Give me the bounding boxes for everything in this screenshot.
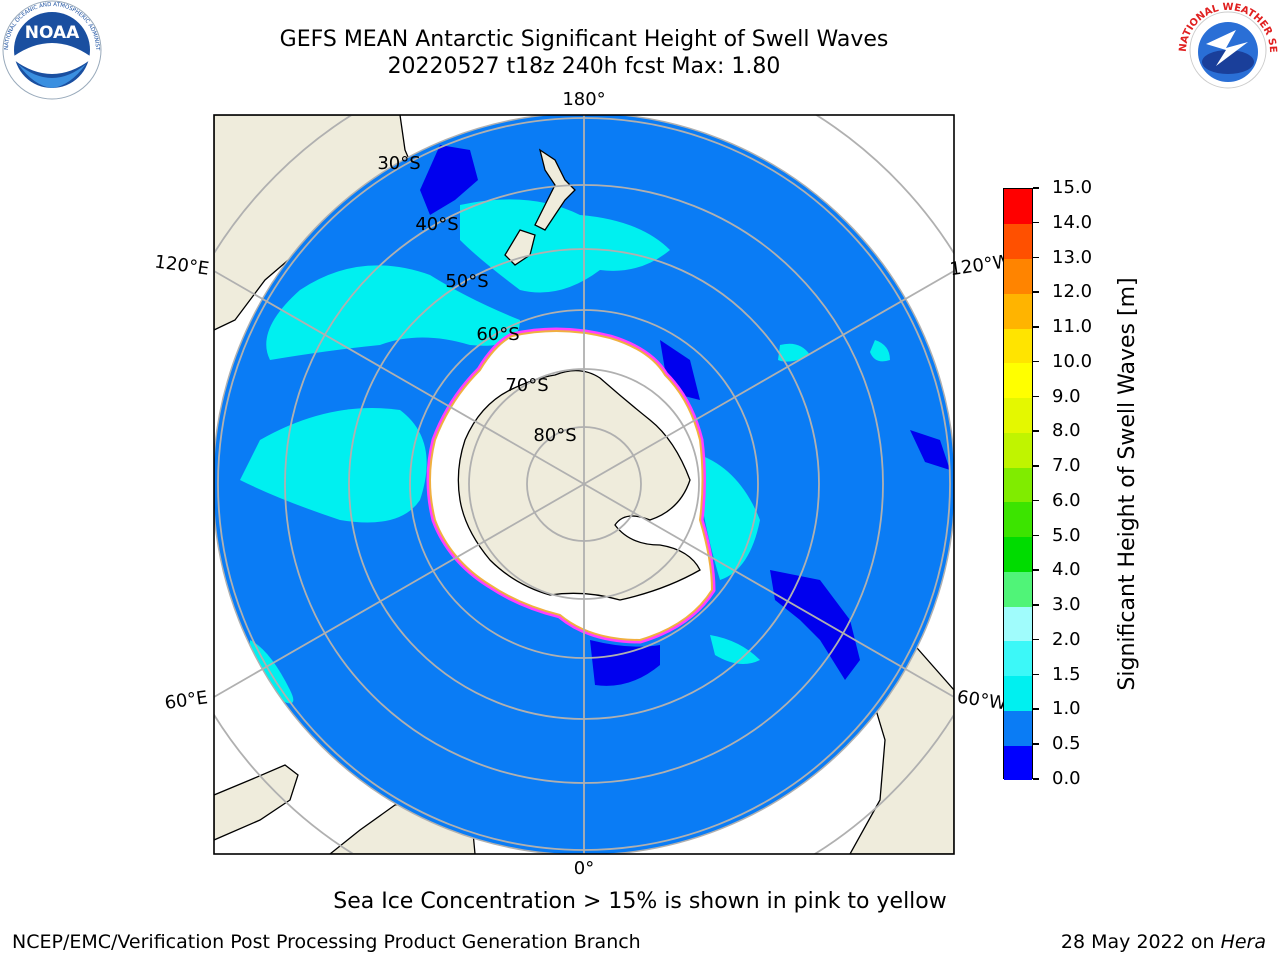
- lat-label-40s: 40°S: [415, 214, 458, 235]
- colorbar-tick-label: 13.0: [1033, 247, 1092, 268]
- colorbar-tick-label: 12.0: [1033, 282, 1092, 302]
- colorbar-segment: [1004, 640, 1032, 677]
- colorbar-tick-label: 8.0: [1033, 421, 1081, 441]
- lon-label-60w: 60°W: [956, 687, 1008, 715]
- nws-logo: NATIONAL WEATHER SERVICE: [1176, 0, 1278, 97]
- graticule: [214, 115, 954, 854]
- noaa-logo-text: NOAA: [25, 23, 80, 43]
- colorbar-tick-label: 4.0: [1033, 560, 1081, 580]
- lat-label-60s: 60°S: [476, 324, 519, 345]
- colorbar-tick-label: 7.0: [1033, 456, 1081, 476]
- lon-label-60e: 60°E: [163, 687, 209, 714]
- colorbar-segment: [1004, 293, 1032, 329]
- footer-date: 28 May 2022 on Hera: [1061, 931, 1266, 953]
- colorbar-segment: [1004, 189, 1032, 225]
- colorbar-tick-label: 10.0: [1033, 351, 1092, 372]
- colorbar-tick-label: 0.5: [1033, 734, 1081, 754]
- colorbar-segment: [1004, 328, 1032, 364]
- antarctica-land: [457, 370, 701, 601]
- chart-subtitle: 20220527 t18z 240h fcst Max: 1.80: [387, 54, 781, 79]
- lon-label-0: 0°: [574, 858, 594, 879]
- lat-label-80s: 80°S: [533, 425, 576, 446]
- colorbar-tick-label: 3.0: [1033, 595, 1081, 615]
- colorbar-segment: [1004, 501, 1032, 538]
- chart-title: GEFS MEAN Antarctic Significant Height o…: [279, 27, 889, 52]
- colorbar-segment: [1004, 223, 1032, 259]
- lon-label-120e: 120°E: [153, 251, 210, 279]
- colorbar-tick-label: 1.0: [1033, 699, 1081, 719]
- colorbar-segment: [1004, 258, 1032, 294]
- colorbar-label: Significant Height of Swell Waves [m]: [1115, 277, 1140, 691]
- colorbar-tick-label: 15.0: [1033, 178, 1092, 198]
- new-zealand: [504, 148, 576, 266]
- colorbar: [1003, 188, 1033, 781]
- colorbar-segment: [1004, 362, 1032, 399]
- colorbar-segment: [1004, 675, 1032, 711]
- map-frame: [213, 114, 955, 855]
- colorbar-segment: [1004, 432, 1032, 468]
- colorbar-tick-label: 1.5: [1033, 664, 1081, 685]
- colorbar-segment: [1004, 571, 1032, 607]
- colorbar-tick-label: 14.0: [1033, 212, 1092, 233]
- colorbar-segment: [1004, 536, 1032, 572]
- colorbar-tick-label: 0.0: [1033, 769, 1081, 789]
- footer-date-text: 28 May 2022 on: [1060, 931, 1221, 953]
- colorbar-tick-label: 11.0: [1033, 317, 1092, 337]
- footer-credit: NCEP/EMC/Verification Post Processing Pr…: [12, 931, 641, 953]
- sea-ice-note: Sea Ice Concentration > 15% is shown in …: [333, 889, 947, 914]
- colorbar-tick-label: 6.0: [1033, 490, 1081, 511]
- colorbar-segment: [1004, 710, 1032, 746]
- swell-calm-patches: [420, 145, 950, 686]
- colorbar-segment: [1004, 745, 1032, 781]
- lat-label-70s: 70°S: [505, 375, 548, 396]
- noaa-logo: NOAA NATIONAL OCEANIC AND ATMOSPHERIC AD…: [0, 0, 102, 100]
- lon-label-180: 180°: [562, 89, 605, 110]
- lat-label-30s: 30°S: [377, 153, 420, 174]
- lat-label-50s: 50°S: [445, 271, 488, 292]
- colorbar-segment: [1004, 606, 1032, 642]
- swell-high-patches: [240, 199, 890, 704]
- colorbar-segment: [1004, 397, 1032, 433]
- colorbar-tick-label: 9.0: [1033, 386, 1081, 407]
- footer-machine: Hera: [1220, 931, 1266, 953]
- colorbar-tick-label: 2.0: [1033, 629, 1081, 650]
- colorbar-segment: [1004, 467, 1032, 503]
- colorbar-tick-label: 5.0: [1033, 525, 1081, 546]
